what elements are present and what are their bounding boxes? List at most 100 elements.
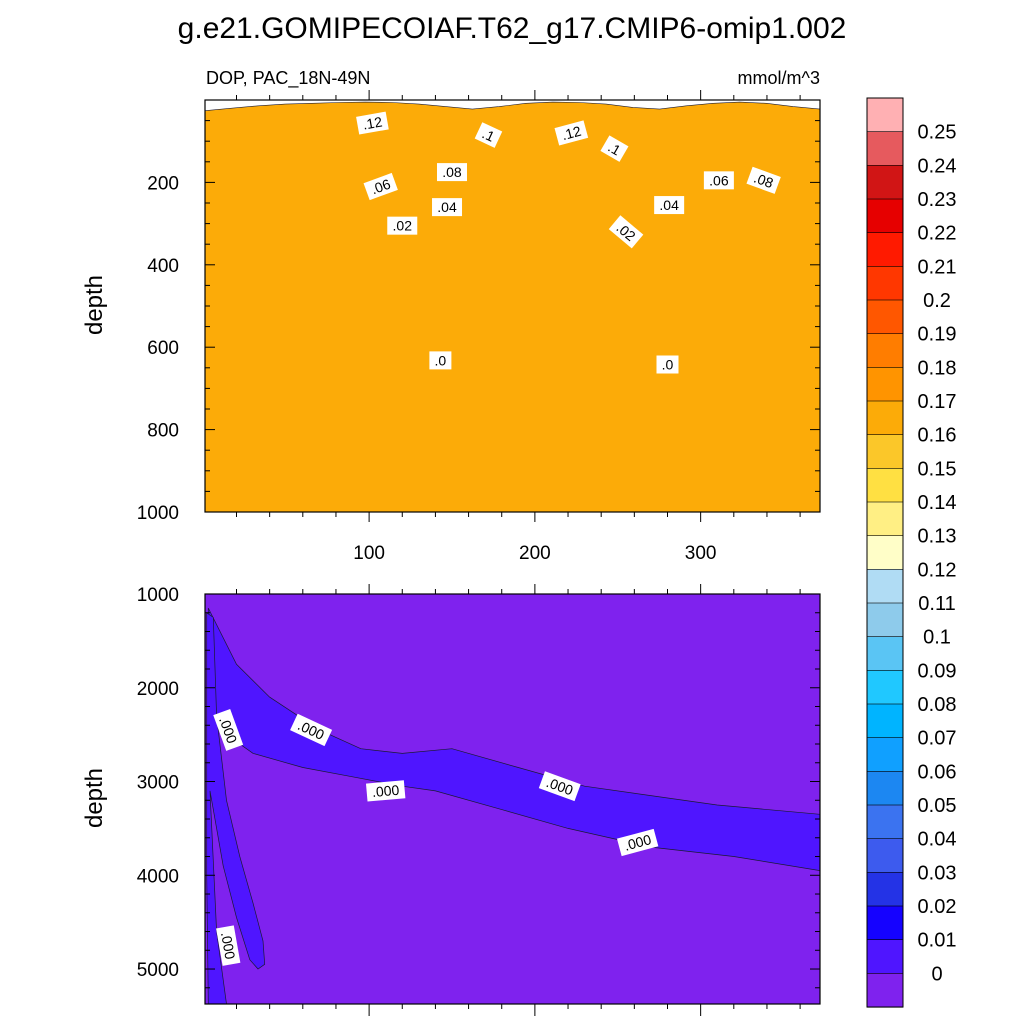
- contour-label: .08: [752, 169, 776, 191]
- y-tick-label: 2000: [137, 679, 179, 700]
- colorbar-tick-label: 0.07: [918, 728, 957, 750]
- contour-label: .04: [659, 197, 679, 213]
- colorbar-swatch: [866, 367, 904, 402]
- lower-contour-labels: .000.000.000.000.000.000: [213, 709, 659, 966]
- contour-label: .02: [393, 218, 413, 234]
- upper-left-label: DOP, PAC_18N-49N: [206, 68, 370, 89]
- contour-label-bg: [703, 171, 734, 190]
- colorbar-tick-label: 0.22: [918, 223, 957, 245]
- contour-label: .000: [218, 931, 239, 961]
- colorbar-swatch: [866, 535, 904, 570]
- colorbar-swatch: [866, 468, 904, 503]
- contour-label-bg: [656, 355, 679, 374]
- colorbar-frame: [866, 97, 904, 1008]
- contour-label-bg: [436, 163, 467, 182]
- colorbar-tick-label: 0.16: [918, 425, 957, 447]
- contour-label: .0: [435, 352, 447, 368]
- lower-contour-fills: [205, 594, 820, 1004]
- contour-fill-0.01-left: [206, 612, 266, 1004]
- contour-label-bg: [356, 111, 389, 135]
- colorbar-tick-label: 0.01: [918, 930, 957, 952]
- colorbar-swatch: [866, 569, 904, 604]
- colorbar-swatch: [866, 771, 904, 806]
- contour-label: .12: [560, 123, 583, 144]
- contour-label-bg: [746, 166, 781, 194]
- colorbar-tick-label: 0.23: [918, 189, 957, 211]
- colorbar-tick-label: 0.13: [918, 526, 957, 548]
- contour-label: .0: [662, 357, 674, 373]
- x-tick-label: 200: [519, 543, 551, 564]
- colorbar-swatch: [866, 400, 904, 436]
- contour-fill-0.01-band: [207, 607, 820, 871]
- colorbar-swatch: [866, 97, 904, 133]
- y-tick-label: 200: [147, 173, 179, 194]
- upper-axis-ticks: 200 400 600 800 1000 100 200 300: [137, 90, 820, 564]
- upper-y-axis-title: depth: [81, 275, 108, 335]
- colorbar-tick-label: 0: [931, 963, 942, 985]
- contour-label-bg: [363, 172, 398, 201]
- colorbar-tick-label: 0.24: [918, 155, 957, 177]
- contour-label-bg: [600, 135, 629, 162]
- colorbar-swatch: [866, 266, 904, 301]
- lower-plot-frame: [204, 593, 821, 1005]
- contour-label: .12: [361, 113, 383, 132]
- colorbar-tick-label: 0.05: [918, 795, 957, 817]
- colorbar-swatch: [866, 703, 904, 739]
- contour-label-bg: [432, 198, 463, 217]
- colorbar-tick-label: 0.03: [918, 862, 957, 884]
- colorbar-swatch: [866, 501, 904, 537]
- contour-label-bg: [290, 713, 333, 747]
- x-tick-label: 300: [685, 543, 717, 564]
- contour-label: .06: [369, 176, 393, 198]
- colorbar-swatch: [866, 670, 904, 705]
- upper-right-label: mmol/m^3: [738, 68, 820, 88]
- upper-contour-labels: .12.1.12.1.06.08.04.02.02.04.06.08.0.0: [356, 111, 781, 374]
- colorbar-tick-label: 0.06: [918, 761, 957, 783]
- colorbar-tick-label: 0.1: [923, 627, 951, 649]
- colorbar-tick-label: 0.15: [918, 458, 957, 480]
- contour-label-bg: [429, 351, 452, 370]
- colorbar-swatch: [866, 737, 904, 772]
- contour-label-bg: [654, 196, 685, 215]
- colorbar-swatch: [866, 198, 904, 234]
- contour-label: .06: [709, 172, 729, 188]
- upper-contour-fills: [205, 101, 820, 512]
- contour-label-bg: [538, 771, 581, 802]
- contour-label: .000: [371, 782, 400, 800]
- contour-label: .000: [622, 831, 653, 854]
- contour-label-bg: [608, 215, 644, 249]
- contour-label-bg: [474, 122, 503, 148]
- colorbar: 0.25 0.24 0.23 0.22 0.21 0.2 0.19 0.18 0.17 0.16 0…: [866, 97, 957, 1008]
- colorbar-swatch: [866, 905, 904, 941]
- colorbar-swatch: [866, 939, 904, 974]
- contour-label: .04: [437, 199, 457, 215]
- colorbar-tick-label: 0.2: [923, 290, 951, 312]
- contour-label-bg: [554, 120, 589, 146]
- colorbar-swatch: [866, 434, 904, 469]
- colorbar-swatch: [866, 838, 904, 873]
- colorbar-tick-label: 0.25: [918, 122, 957, 144]
- colorbar-swatch: [866, 872, 904, 907]
- colorbar-tick-label: 0.04: [918, 829, 957, 851]
- y-tick-label: 600: [147, 338, 179, 359]
- contour-label-bg: [213, 709, 244, 751]
- y-tick-label: 5000: [137, 960, 179, 981]
- colorbar-tick-label: 0.02: [918, 896, 957, 918]
- contour-label-bg: [365, 780, 406, 802]
- colorbar-swatch: [866, 636, 904, 671]
- colorbar-tick-label: 0.17: [918, 391, 957, 413]
- colorbar-swatch: [866, 804, 904, 840]
- colorbar-tick-label: 0.19: [918, 324, 957, 346]
- lower-y-axis-title: depth: [81, 768, 108, 828]
- colorbar-tick-label: 0.12: [918, 559, 957, 581]
- y-tick-label: 400: [147, 256, 179, 277]
- y-tick-label: 4000: [137, 866, 179, 887]
- colorbar-tick-label: 0.21: [918, 256, 957, 278]
- colorbar-swatch: [866, 973, 904, 1008]
- y-tick-label: 1000: [137, 585, 179, 606]
- colorbar-swatch: [866, 165, 904, 200]
- upper-panel: DOP, PAC_18N-49N mmol/m^3 depth 200 400 60…: [81, 68, 821, 564]
- contour-label-bg: [387, 216, 418, 235]
